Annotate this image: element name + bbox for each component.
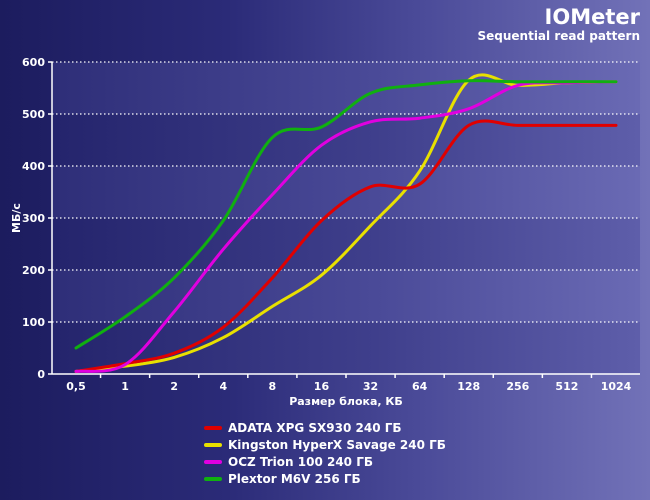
plot-area	[52, 62, 640, 374]
x-axis-ticks: 0,5 1 2 4 8 16 32 64 128 256 512 1024	[66, 374, 632, 393]
x-tick-label: 1	[121, 380, 129, 393]
legend-label: Kingston HyperX Savage 240 ГБ	[228, 438, 446, 452]
series-line-1	[74, 119, 618, 373]
x-tick-label: 2	[170, 380, 178, 393]
plot-band	[52, 270, 640, 322]
legend: ADATA XPG SX930 240 ГБ Kingston HyperX Sa…	[204, 421, 446, 486]
x-tick-label: 16	[314, 380, 330, 393]
x-tick-label: 512	[555, 380, 578, 393]
chart-subtitle: Sequential read pattern	[477, 29, 640, 43]
legend-label: ADATA XPG SX930 240 ГБ	[228, 421, 402, 435]
x-tick-label: 4	[219, 380, 227, 393]
y-tick-label: 300	[22, 212, 45, 225]
plot-band	[52, 62, 640, 114]
x-tick-label: 1024	[601, 380, 632, 393]
x-tick-label: 32	[363, 380, 378, 393]
series-lines	[74, 73, 618, 373]
x-tick-label: 256	[506, 380, 529, 393]
y-tick-label: 600	[22, 56, 45, 69]
legend-label: OCZ Trion 100 240 ГБ	[228, 455, 373, 469]
series-line-3	[74, 80, 618, 373]
x-tick-label: 8	[269, 380, 277, 393]
y-tick-label: 400	[22, 160, 45, 173]
y-tick-label: 500	[22, 108, 45, 121]
chart-title: IOMeter	[545, 5, 641, 29]
y-tick-label: 100	[22, 316, 45, 329]
x-tick-label: 128	[457, 380, 480, 393]
x-axis-label: Размер блока, КБ	[289, 395, 403, 408]
y-tick-label: 200	[22, 264, 45, 277]
x-tick-label: 64	[412, 380, 428, 393]
y-tick-label: 0	[37, 368, 45, 381]
y-axis-label: МБ/с	[10, 203, 23, 233]
y-axis-ticks: 0 100 200 300 400 500 600	[22, 56, 52, 381]
x-tick-label: 0,5	[66, 380, 86, 393]
plot-band	[52, 166, 640, 218]
legend-label: Plextor M6V 256 ГБ	[228, 472, 361, 486]
series-line-4	[74, 79, 618, 350]
